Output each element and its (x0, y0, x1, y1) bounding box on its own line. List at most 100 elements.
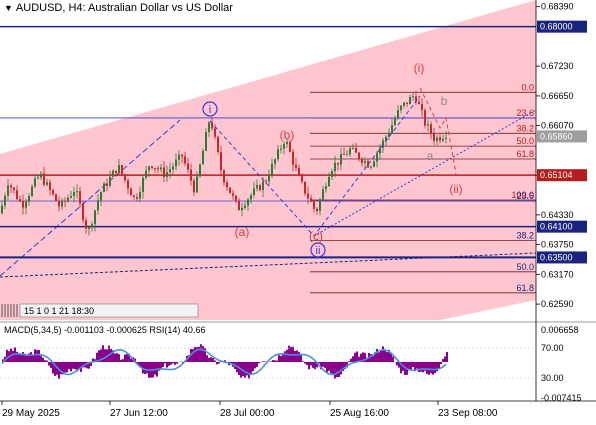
macd-bar (398, 362, 400, 368)
candle-body (43, 173, 45, 185)
macd-bar (302, 361, 304, 362)
macd-bar (334, 362, 336, 379)
chart-title: ▼ AUDUSD, H4: Australian Dollar vs US Dol… (4, 2, 233, 14)
fib-label: 38.2 (516, 123, 534, 133)
macd-bar (314, 362, 316, 370)
candle-body (31, 186, 33, 197)
level-tag-label: 0.64100 (540, 222, 573, 232)
macd-bar (168, 362, 170, 366)
macd-bar (90, 362, 92, 366)
macd-bar (330, 362, 332, 374)
macd-bar (242, 362, 244, 376)
macd-bar (312, 362, 314, 368)
time-tick-label: 23 Sep 08:00 (438, 408, 498, 419)
macd-bar (280, 355, 282, 362)
candle-body (238, 200, 240, 211)
macd-bar (436, 362, 438, 372)
candle-body (94, 210, 96, 225)
candle-body (1, 205, 3, 214)
mini-toolbar[interactable]: 15 1 0 1 21 18:30 (1, 303, 199, 318)
candle-body (286, 141, 288, 145)
macd-bar (22, 352, 24, 362)
macd-bar (164, 362, 166, 364)
macd-tick-label: 0.006658 (541, 325, 579, 335)
macd-bar (52, 362, 54, 374)
candle-body (352, 147, 354, 149)
candle-body (145, 170, 147, 178)
price-tick-label: 0.67230 (541, 61, 574, 71)
macd-bar (64, 362, 66, 373)
candle-body (49, 182, 51, 190)
level-tag (537, 251, 587, 264)
macd-bar (356, 351, 358, 362)
candle-body (373, 161, 375, 167)
time-tick-label: 25 Aug 16:00 (330, 408, 389, 419)
macd-bar (36, 350, 38, 362)
macd-bar (78, 362, 80, 370)
candle-body (331, 171, 333, 177)
candle-body (322, 189, 324, 200)
candle-body (184, 156, 186, 164)
candle-body (295, 164, 297, 168)
macd-bar (354, 352, 356, 362)
macd-bar (198, 346, 200, 362)
candle-body (364, 160, 366, 164)
candle-body (28, 196, 30, 202)
candle-body (403, 102, 405, 106)
macd-bar (214, 360, 216, 362)
macd-bar (42, 357, 44, 362)
candle-body (205, 131, 207, 151)
macd-bar (252, 362, 254, 372)
level-tag (537, 220, 587, 233)
macd-bar (100, 349, 102, 362)
macd-bar (196, 347, 198, 362)
macd-bar (174, 362, 176, 365)
macd-bar (48, 362, 50, 366)
wave-label: (b) (280, 128, 295, 142)
candle-body (298, 167, 300, 176)
candle-body (7, 185, 9, 196)
candle-body (169, 169, 171, 173)
candle-body (301, 175, 303, 182)
macd-bar (316, 362, 318, 368)
candle-body (73, 192, 75, 197)
candle-body (259, 185, 261, 191)
candle-body (346, 154, 348, 156)
candle-body (160, 167, 162, 170)
candle-body (127, 180, 129, 189)
candle-body (349, 148, 351, 155)
macd-bar (68, 362, 70, 370)
candle-body (58, 201, 60, 207)
macd-bar (414, 362, 416, 372)
macd-bar (96, 352, 98, 362)
candle-body (187, 163, 189, 170)
macd-bar (366, 357, 368, 362)
price-tick-label: 0.66070 (541, 121, 574, 131)
fib-label: 61.8 (516, 283, 534, 293)
macd-bar (158, 362, 160, 371)
wave-label: (a) (235, 225, 250, 239)
macd-bar (378, 352, 380, 362)
trend-line-dashed (0, 119, 181, 277)
candle-body (319, 199, 321, 211)
time-tick-label: 28 Jul 00:00 (220, 408, 275, 419)
macd-bar (284, 351, 286, 362)
macd-bar (410, 362, 412, 370)
candle-body (442, 138, 444, 141)
candle-body (61, 200, 63, 207)
macd-bar (360, 353, 362, 362)
candle-body (10, 185, 12, 188)
candle-body (55, 194, 57, 202)
candle-body (418, 101, 420, 104)
candle-body (226, 182, 228, 188)
candle-body (283, 144, 285, 149)
macd-bar (248, 362, 250, 379)
candle-body (253, 188, 255, 196)
macd-bar (358, 356, 360, 362)
macd-bar (264, 361, 266, 362)
collapse-arrow-icon[interactable]: ▼ (4, 3, 13, 13)
macd-bar (422, 362, 424, 373)
macd-bar (116, 353, 118, 362)
candle-body (220, 151, 222, 171)
